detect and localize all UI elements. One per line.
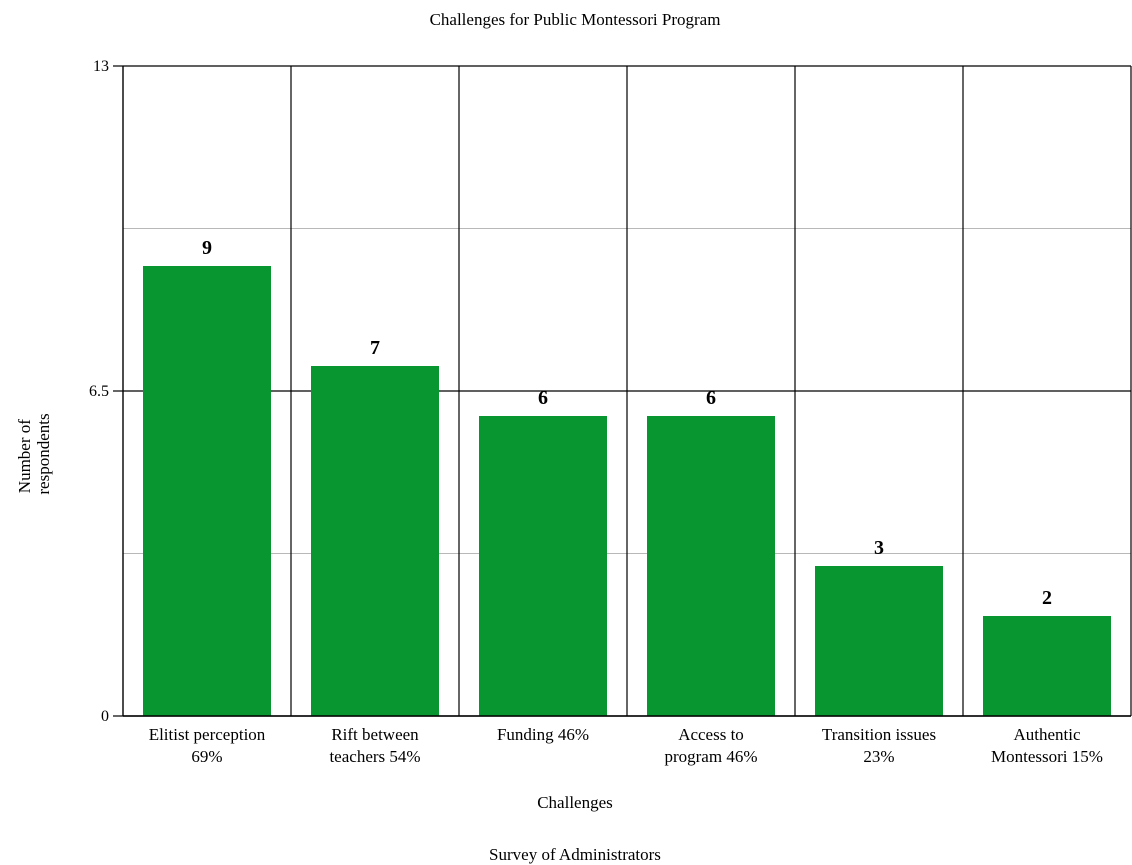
bar [143, 266, 271, 716]
bar-value-label: 9 [202, 237, 212, 259]
bar [311, 366, 439, 716]
y-tick-label: 0 [101, 708, 109, 725]
bar-value-labels: 9 7 6 6 3 2 [202, 237, 1052, 609]
bar-value-label: 7 [370, 337, 380, 359]
x-category-label: Rift between teachers 54% [329, 725, 420, 766]
bar-value-label: 6 [538, 387, 548, 409]
axes [113, 65, 1131, 717]
bar [479, 416, 607, 716]
chart-title: Challenges for Public Montessori Program [430, 10, 721, 29]
bar-value-label: 2 [1042, 587, 1052, 609]
x-category-label: Transition issues 23% [822, 725, 936, 766]
x-category-label: Authentic Montessori 15% [991, 725, 1103, 766]
x-category-labels: Elitist perception 69% Rift between teacher… [149, 725, 1103, 766]
y-tick-label: 6.5 [89, 383, 109, 400]
x-axis-label: Challenges [537, 793, 613, 812]
x-category-label: Elitist perception 69% [149, 725, 266, 766]
y-tick-label: 13 [93, 58, 109, 75]
grid-lines [123, 65, 1132, 717]
bar [983, 616, 1111, 716]
chart-caption: Survey of Administrators [489, 845, 661, 864]
bar-value-label: 6 [706, 387, 716, 409]
y-axis-label: Number of respondents [15, 413, 53, 494]
bars [143, 266, 1111, 716]
bar [815, 566, 943, 716]
bar-value-label: 3 [874, 537, 884, 559]
y-tick-labels: 0 6.5 13 [89, 58, 109, 725]
bar [647, 416, 775, 716]
x-category-label: Funding 46% [497, 725, 589, 744]
x-category-label: Access to program 46% [664, 725, 757, 766]
